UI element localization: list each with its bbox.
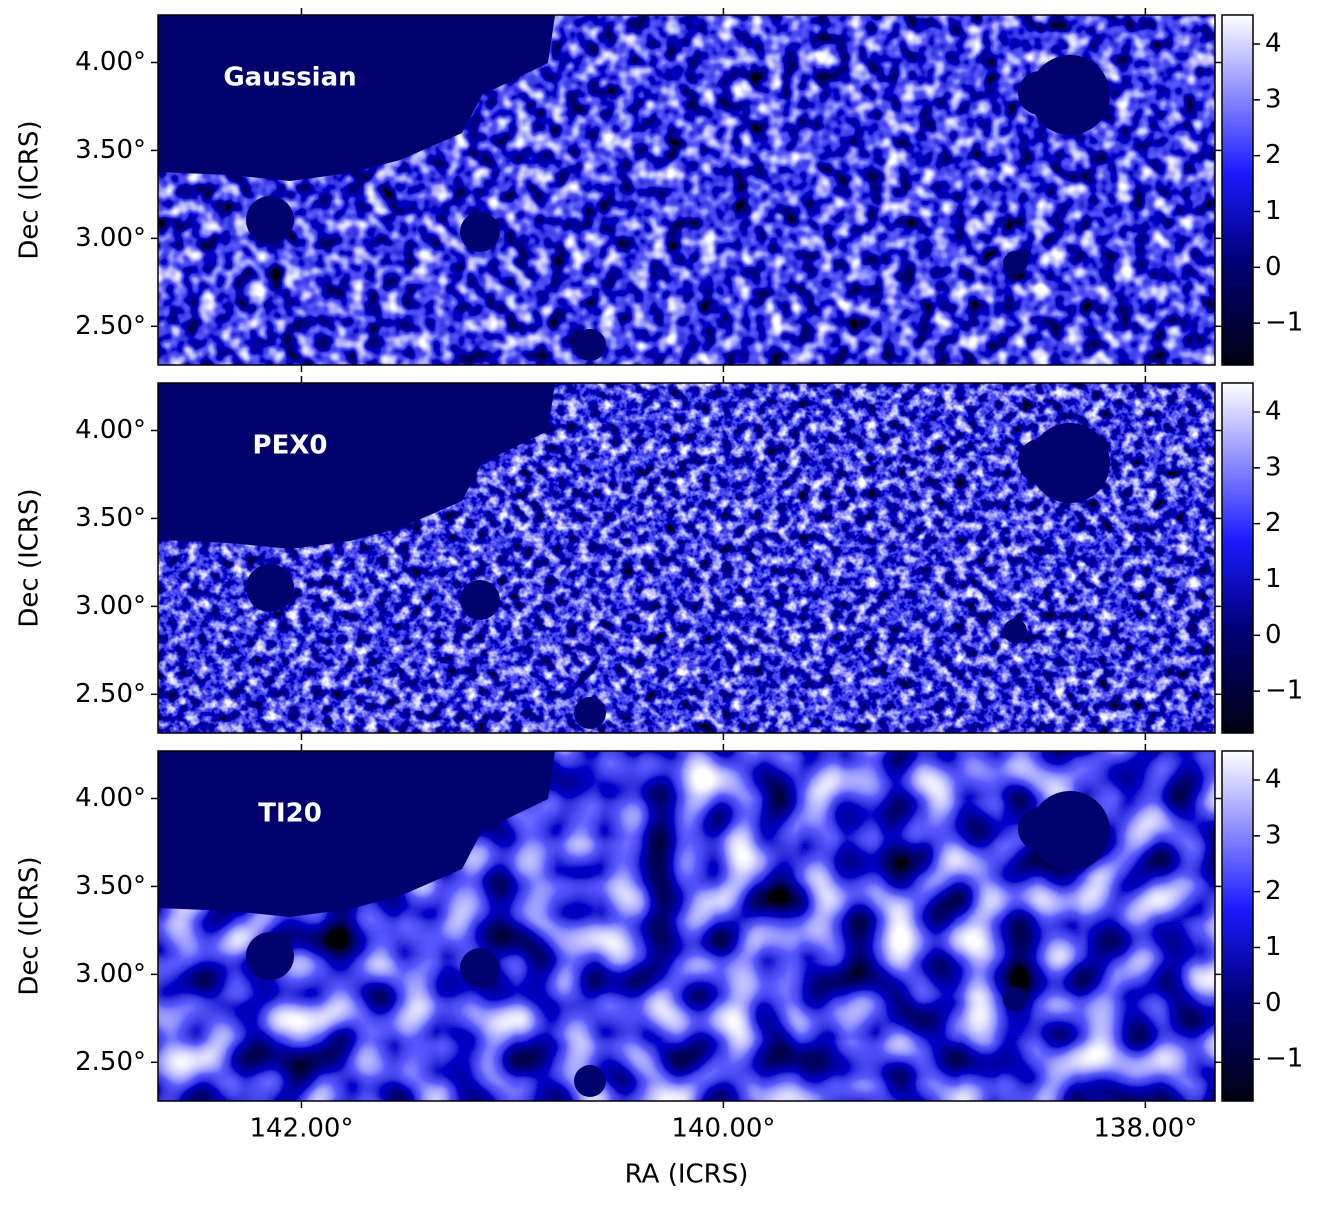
- y-tick-label: 4.00°: [75, 415, 146, 445]
- colorbar-tick-label: 0: [1265, 252, 1282, 282]
- masked-region: [574, 1065, 606, 1097]
- masked-region: [460, 212, 500, 252]
- y-tick-label: 2.50°: [75, 311, 146, 341]
- colorbar-tick-label: 2: [1265, 508, 1282, 538]
- colorbar-tick-label: −1: [1265, 308, 1303, 338]
- panel-label: TI20: [258, 799, 322, 829]
- x-tick-label: 138.00°: [1093, 1114, 1197, 1144]
- masked-region: [460, 948, 500, 988]
- x-axis-label: RA (ICRS): [625, 1160, 749, 1190]
- colorbar-tick-label: 1: [1265, 196, 1282, 226]
- colorbar-tick-label: −1: [1265, 1044, 1303, 1074]
- y-tick-label: 3.50°: [75, 871, 146, 901]
- masked-region: [246, 564, 294, 612]
- colorbar-tick-label: 4: [1265, 29, 1282, 59]
- colorbar-tick-label: 3: [1265, 84, 1282, 114]
- y-tick-label: 4.00°: [75, 783, 146, 813]
- colorbar-tick-label: 3: [1265, 452, 1282, 482]
- masked-region: [574, 697, 606, 729]
- masked-region: [1018, 439, 1062, 483]
- masked-region: [1018, 71, 1062, 115]
- masked-region: [1018, 807, 1062, 851]
- masked-region: [158, 15, 555, 181]
- colorbar-tick-label: 1: [1265, 932, 1282, 962]
- colorbar-tick-label: 2: [1265, 876, 1282, 906]
- masked-region: [1003, 251, 1027, 275]
- colorbar: [1221, 382, 1254, 734]
- y-tick-label: 3.00°: [75, 959, 146, 989]
- colorbar-tick-label: 2: [1265, 140, 1282, 170]
- masked-region: [158, 751, 555, 917]
- colorbar: [1221, 14, 1254, 366]
- masked-region: [246, 932, 294, 980]
- colorbar-tick-label: 0: [1265, 620, 1282, 650]
- y-tick-label: 2.50°: [75, 1047, 146, 1077]
- plot-frame: [157, 382, 1216, 734]
- y-tick-label: 4.00°: [75, 47, 146, 77]
- colorbar-tick-label: 3: [1265, 820, 1282, 850]
- colorbar-tick-label: −1: [1265, 676, 1303, 706]
- plot-frame: [157, 14, 1216, 366]
- x-tick-label: 142.00°: [249, 1114, 353, 1144]
- masked-region: [158, 383, 555, 549]
- y-tick-label: 3.00°: [75, 591, 146, 621]
- y-tick-label: 2.50°: [75, 679, 146, 709]
- plot-frame: [157, 750, 1216, 1102]
- y-tick-label: 3.50°: [75, 503, 146, 533]
- colorbar-tick-label: 4: [1265, 397, 1282, 427]
- masked-region: [246, 196, 294, 244]
- colorbar-tick-label: 0: [1265, 988, 1282, 1018]
- y-axis-label: Dec (ICRS): [15, 488, 45, 627]
- panel-label: PEX0: [253, 431, 328, 461]
- y-tick-label: 3.50°: [75, 135, 146, 165]
- y-tick-label: 3.00°: [75, 223, 146, 253]
- y-axis-label: Dec (ICRS): [15, 120, 45, 259]
- colorbar: [1221, 750, 1254, 1102]
- x-tick-label: 140.00°: [671, 1114, 775, 1144]
- masked-region: [1003, 987, 1027, 1011]
- masked-region: [460, 580, 500, 620]
- masked-region: [1003, 619, 1027, 643]
- y-axis-label: Dec (ICRS): [15, 856, 45, 995]
- panel-label: Gaussian: [223, 63, 356, 93]
- masked-region: [574, 329, 606, 361]
- colorbar-tick-label: 4: [1265, 765, 1282, 795]
- colorbar-tick-label: 1: [1265, 564, 1282, 594]
